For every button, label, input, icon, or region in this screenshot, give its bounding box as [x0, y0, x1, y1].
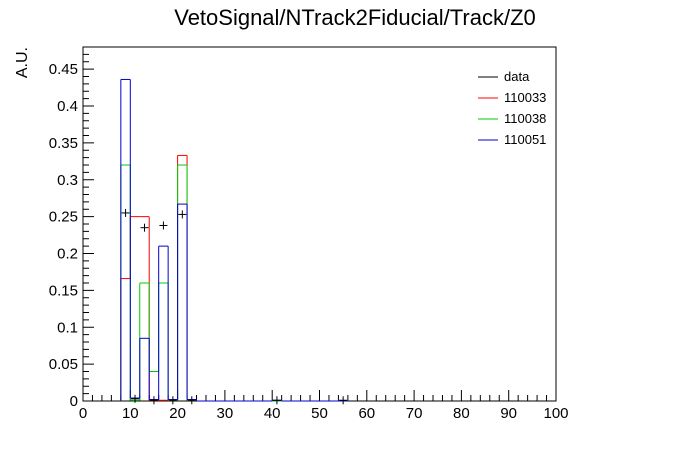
data-point	[339, 396, 348, 405]
y-tick-label: 0.05	[49, 356, 78, 373]
legend-label: data	[504, 69, 530, 84]
series-110051	[120, 78, 348, 402]
x-tick-label: 40	[264, 405, 281, 422]
data-point	[178, 210, 187, 219]
x-tick-label: 20	[169, 405, 186, 422]
legend-item-110051: 110051	[478, 132, 546, 147]
y-tick-label: 0.45	[49, 61, 78, 78]
series-data	[121, 208, 348, 405]
y-tick-label: 0.35	[49, 135, 78, 152]
legend-item-110038: 110038	[478, 111, 546, 126]
x-tick-label: 80	[453, 405, 470, 422]
legend-label: 110033	[504, 90, 546, 105]
data-point	[168, 396, 177, 405]
data-point	[149, 396, 158, 405]
x-tick-label: 90	[500, 405, 517, 422]
x-tick-label: 10	[122, 405, 139, 422]
legend: data 110033 110038 110051	[478, 69, 546, 147]
data-point	[272, 396, 281, 405]
y-tick-label: 0.25	[49, 209, 78, 226]
data-point	[159, 221, 168, 230]
y-tick-label: 0.1	[57, 319, 78, 336]
y-tick-label: 0.2	[57, 246, 78, 263]
legend-item-data: data	[478, 69, 530, 84]
data-point	[121, 208, 130, 217]
y-axis-title: A.U.	[14, 47, 31, 78]
legend-item-110033: 110033	[478, 90, 546, 105]
x-tick-label: 0	[79, 405, 87, 422]
y-tick-label: 0.3	[57, 172, 78, 189]
chart-title: VetoSignal/NTrack2Fiducial/Track/Z0	[174, 5, 536, 30]
data-point	[131, 394, 140, 403]
data-point	[187, 396, 196, 405]
y-tick-label: 0.4	[57, 98, 78, 115]
y-tick-label: 0.15	[49, 282, 78, 299]
x-tick-label: 70	[406, 405, 423, 422]
y-tick-label: 0	[70, 393, 78, 410]
plot-area: 0 10 20 30 40 50 60 70 80 90 100 0 0.05 0.1 0.15 0.2 0.2…	[49, 46, 569, 422]
legend-label: 110051	[504, 132, 546, 147]
x-tick-label: 50	[311, 405, 328, 422]
x-tick-label: 60	[358, 405, 375, 422]
legend-label: 110038	[504, 111, 546, 126]
x-tick-label: 100	[543, 405, 568, 422]
x-tick-label: 30	[217, 405, 234, 422]
data-point	[140, 223, 149, 232]
